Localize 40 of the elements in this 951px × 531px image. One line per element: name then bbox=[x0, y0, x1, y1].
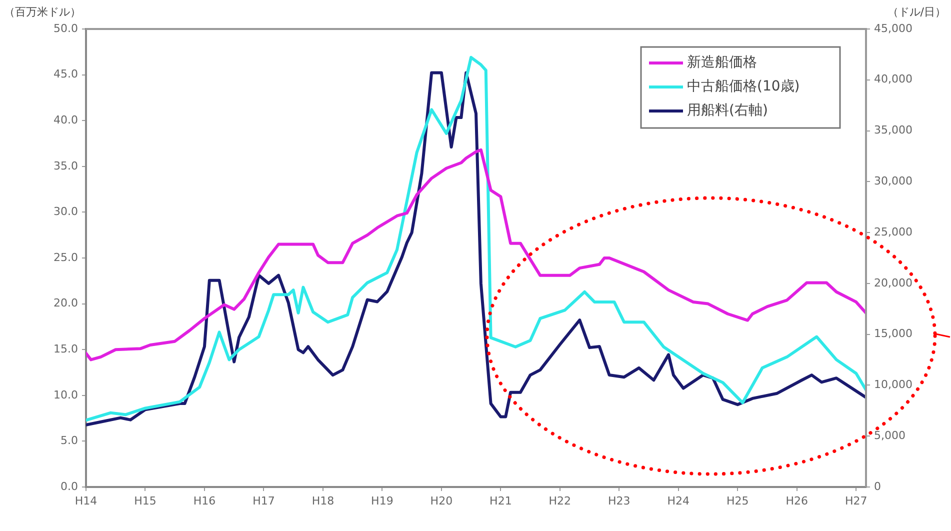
y2-tick-label: 35,000 bbox=[874, 124, 912, 137]
y-tick-label: 5.0 bbox=[60, 434, 78, 448]
y-tick-label: 30.0 bbox=[54, 205, 78, 218]
x-tick-label: H23 bbox=[608, 494, 630, 508]
y-tick-label: 15.0 bbox=[54, 342, 78, 356]
x-tick-label: H25 bbox=[726, 494, 749, 508]
y-tick-label: 25.0 bbox=[54, 250, 78, 264]
x-tick-label: H21 bbox=[490, 494, 512, 508]
y-axis-title: （百万米ドル） bbox=[4, 5, 81, 18]
y2-axis-title: （ドル/日） bbox=[887, 5, 946, 18]
x-tick-label: H26 bbox=[786, 494, 808, 508]
legend-label: 新造船価格 bbox=[687, 54, 757, 71]
y2-tick-label: 45,000 bbox=[874, 22, 912, 35]
y2-tick-label: 10,000 bbox=[874, 378, 912, 392]
y-tick-label: 45.0 bbox=[54, 68, 78, 81]
y2-tick-label: 15,000 bbox=[874, 327, 912, 340]
y-tick-label: 0.0 bbox=[60, 480, 78, 493]
x-tick-label: H27 bbox=[844, 494, 868, 508]
y-tick-label: 40.0 bbox=[54, 113, 78, 126]
x-tick-label: H22 bbox=[548, 494, 572, 508]
legend-label: 中古船価格(10歳) bbox=[687, 78, 800, 95]
x-tick-label: H20 bbox=[430, 494, 453, 508]
legend-label: 用船料(右軸) bbox=[687, 102, 768, 119]
y-tick-label: 20.0 bbox=[54, 296, 78, 310]
y2-tick-label: 25,000 bbox=[874, 225, 912, 238]
x-tick-label: H18 bbox=[312, 494, 334, 508]
y-tick-label: 50.0 bbox=[54, 22, 78, 35]
y2-tick-label: 0 bbox=[874, 480, 881, 493]
x-tick-label: H19 bbox=[371, 494, 394, 508]
x-tick-label: H16 bbox=[193, 494, 216, 508]
y2-tick-label: 5,000 bbox=[874, 428, 906, 442]
y2-tick-label: 30,000 bbox=[874, 174, 912, 188]
y-tick-label: 35.0 bbox=[54, 159, 78, 172]
x-tick-label: H15 bbox=[134, 494, 156, 508]
x-tick-label: H24 bbox=[667, 494, 690, 508]
x-tick-label: H14 bbox=[74, 494, 98, 508]
x-tick-label: H17 bbox=[252, 494, 275, 508]
y-tick-label: 10.0 bbox=[54, 388, 78, 402]
y2-tick-label: 40,000 bbox=[874, 72, 912, 86]
y2-tick-label: 20,000 bbox=[874, 276, 912, 290]
